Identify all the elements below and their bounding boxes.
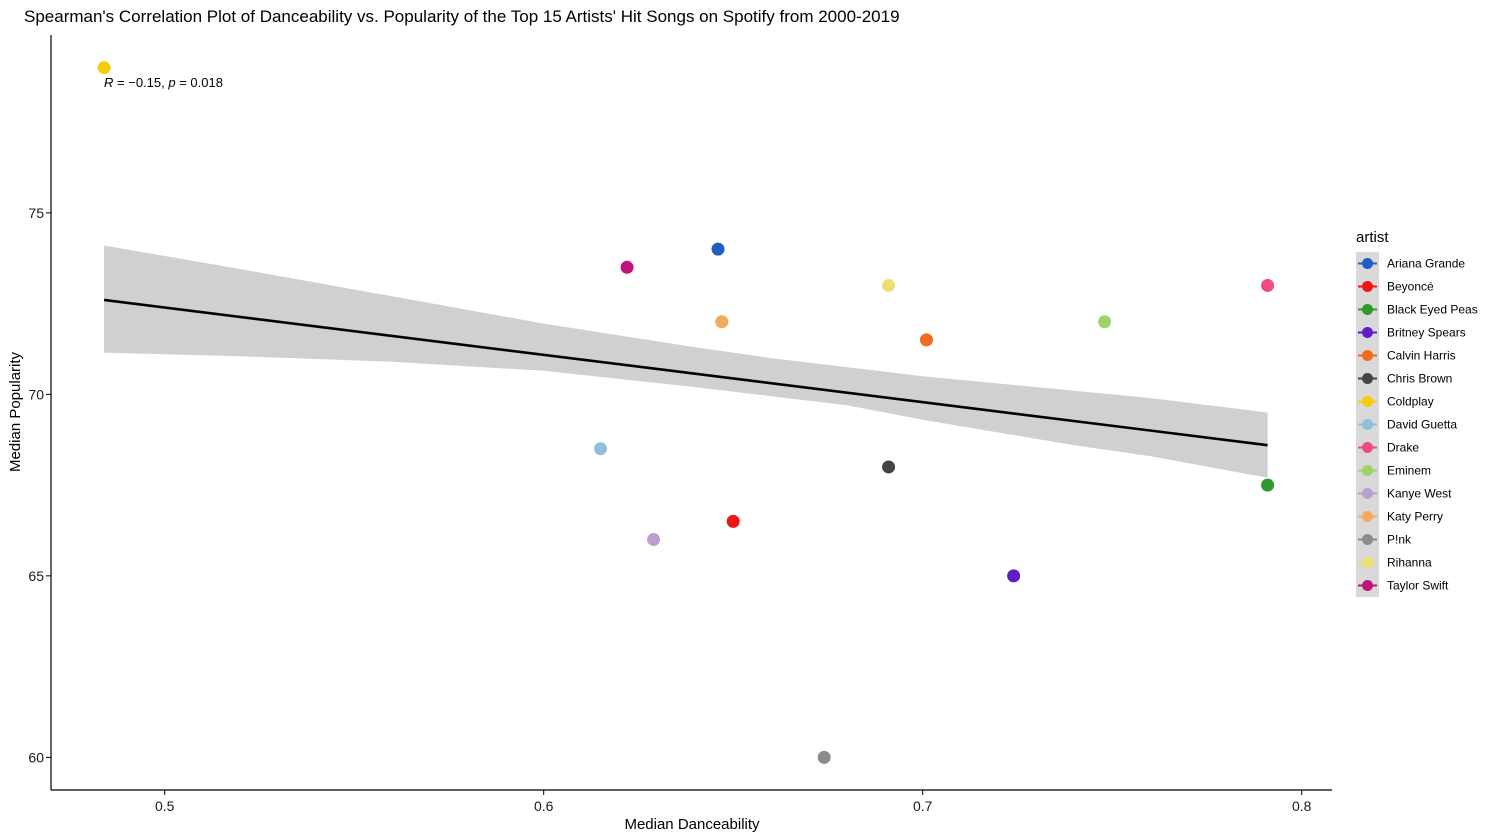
legend-key-point-0: [1362, 258, 1373, 269]
x-tick-label-3: 0.8: [1292, 798, 1312, 814]
x-ticks: 0.5 0.6 0.7 0.8: [155, 790, 1312, 814]
legend-key-point-14: [1362, 580, 1373, 591]
regression-line-layer: [103, 298, 1268, 447]
legend-key-point-13: [1362, 557, 1373, 568]
y-ticks: 60 65 70 75: [28, 205, 51, 765]
data-point-1: [726, 514, 740, 528]
legend-label-5: Chris Brown: [1387, 372, 1452, 386]
confidence-band-layer: [104, 245, 1268, 478]
y-axis-title: Median Popularity: [7, 351, 24, 472]
data-point-9: [1098, 315, 1112, 329]
data-points-layer: [97, 61, 1275, 764]
data-point-3: [1007, 569, 1021, 583]
annotation-p-value: = 0.018: [176, 75, 223, 90]
legend-label-11: Katy Perry: [1387, 510, 1443, 524]
legend-label-3: Britney Spears: [1387, 326, 1466, 340]
legend-label-12: P!nk: [1387, 533, 1412, 547]
chart-title: Spearman's Correlation Plot of Danceabil…: [24, 7, 900, 26]
regression-line: [103, 298, 1268, 447]
legend-key-point-2: [1362, 304, 1373, 315]
data-point-2: [1261, 478, 1275, 492]
legend-key-point-11: [1362, 511, 1373, 522]
legend-label-8: Drake: [1387, 441, 1419, 455]
x-axis-title: Median Danceability: [624, 816, 760, 833]
legend-label-1: Beyoncé: [1387, 280, 1434, 294]
legend-label-10: Kanye West: [1387, 487, 1452, 501]
legend-key-point-12: [1362, 534, 1373, 545]
confidence-band: [104, 245, 1268, 478]
annotation-r-symbol: R: [104, 75, 113, 90]
data-point-8: [1261, 278, 1275, 292]
data-point-13: [882, 278, 896, 292]
legend-label-6: Coldplay: [1387, 395, 1434, 409]
data-point-4: [919, 333, 933, 347]
legend-label-14: Taylor Swift: [1387, 579, 1449, 593]
legend-key-point-6: [1362, 396, 1373, 407]
data-point-12: [817, 750, 831, 764]
legend-label-0: Ariana Grande: [1387, 257, 1465, 271]
annotation-r-value: = −0.15,: [113, 75, 168, 90]
annotation-p-symbol: p: [167, 75, 175, 90]
data-point-10: [647, 533, 661, 547]
legend-key-point-10: [1362, 488, 1373, 499]
legend-label-13: Rihanna: [1387, 556, 1432, 570]
legend-key-point-8: [1362, 442, 1373, 453]
x-tick-label-0: 0.5: [155, 798, 175, 814]
data-point-7: [594, 442, 608, 456]
legend-key-point-9: [1362, 465, 1373, 476]
legend: artist Ariana Grande Beyoncé Black Eyed Pe…: [1356, 229, 1478, 597]
legend-label-7: David Guetta: [1387, 418, 1457, 432]
legend-label-2: Black Eyed Peas: [1387, 303, 1478, 317]
data-point-11: [715, 315, 729, 329]
y-tick-label-0: 60: [28, 749, 44, 765]
legend-key-point-1: [1362, 281, 1373, 292]
legend-items: Ariana Grande Beyoncé Black Eyed Peas Britn…: [1356, 252, 1478, 597]
x-tick-label-2: 0.7: [913, 798, 933, 814]
legend-key-point-5: [1362, 373, 1373, 384]
data-point-6: [97, 61, 111, 75]
data-point-5: [882, 460, 896, 474]
legend-key-point-4: [1362, 350, 1373, 361]
legend-label-9: Eminem: [1387, 464, 1431, 478]
legend-key-point-7: [1362, 419, 1373, 430]
x-tick-label-1: 0.6: [534, 798, 554, 814]
y-tick-label-2: 70: [28, 386, 44, 402]
y-tick-label-1: 65: [28, 568, 44, 584]
legend-label-4: Calvin Harris: [1387, 349, 1456, 363]
data-point-0: [711, 242, 725, 256]
y-tick-label-3: 75: [28, 205, 44, 221]
legend-title: artist: [1356, 229, 1389, 246]
legend-key-point-3: [1362, 327, 1373, 338]
data-point-14: [620, 260, 634, 274]
correlation-annotation: R = −0.15, p = 0.018: [104, 75, 223, 90]
